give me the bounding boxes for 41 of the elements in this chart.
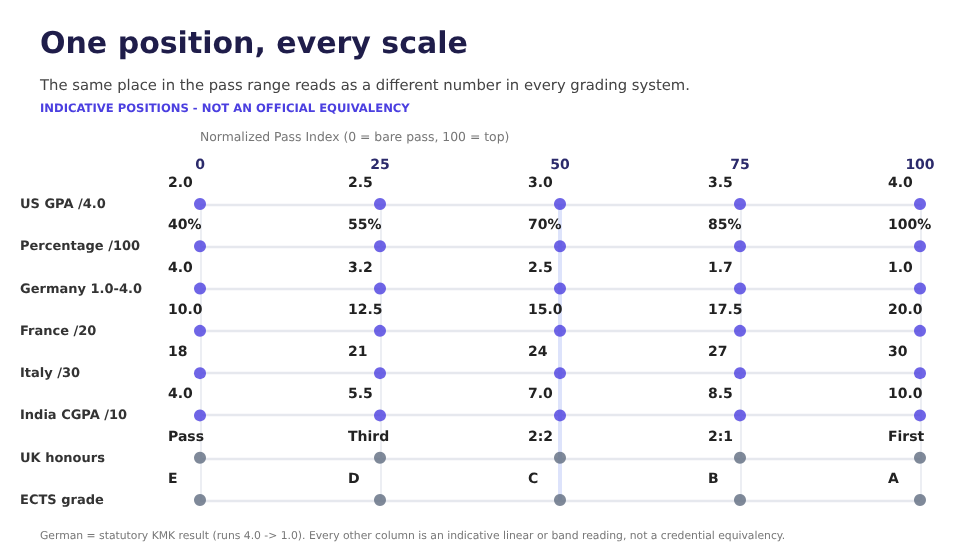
point <box>194 198 206 210</box>
point <box>734 409 746 422</box>
point <box>914 282 926 295</box>
point <box>194 451 206 464</box>
point <box>374 367 386 380</box>
point <box>734 324 746 337</box>
point <box>374 494 386 506</box>
point <box>374 282 386 295</box>
point <box>554 367 566 380</box>
point <box>194 240 206 253</box>
point <box>914 451 926 464</box>
point <box>914 198 926 210</box>
point <box>914 367 926 380</box>
point <box>554 494 566 506</box>
point <box>194 409 206 422</box>
point <box>554 240 566 253</box>
point <box>734 451 746 464</box>
point <box>374 198 386 210</box>
point <box>734 240 746 253</box>
point <box>914 409 926 422</box>
point <box>554 409 566 422</box>
point <box>374 409 386 422</box>
point <box>734 494 746 506</box>
chart-title: One position, every scale <box>40 25 468 61</box>
point <box>554 282 566 295</box>
point <box>554 324 566 337</box>
point <box>554 451 566 464</box>
point <box>374 240 386 253</box>
point <box>734 282 746 295</box>
point <box>734 367 746 380</box>
point <box>554 198 566 210</box>
point <box>194 367 206 380</box>
point <box>914 240 926 253</box>
point <box>914 494 926 506</box>
point <box>374 324 386 337</box>
point <box>194 324 206 337</box>
point <box>194 494 206 506</box>
point <box>374 451 386 464</box>
point <box>734 198 746 210</box>
point <box>914 324 926 337</box>
point <box>194 282 206 295</box>
